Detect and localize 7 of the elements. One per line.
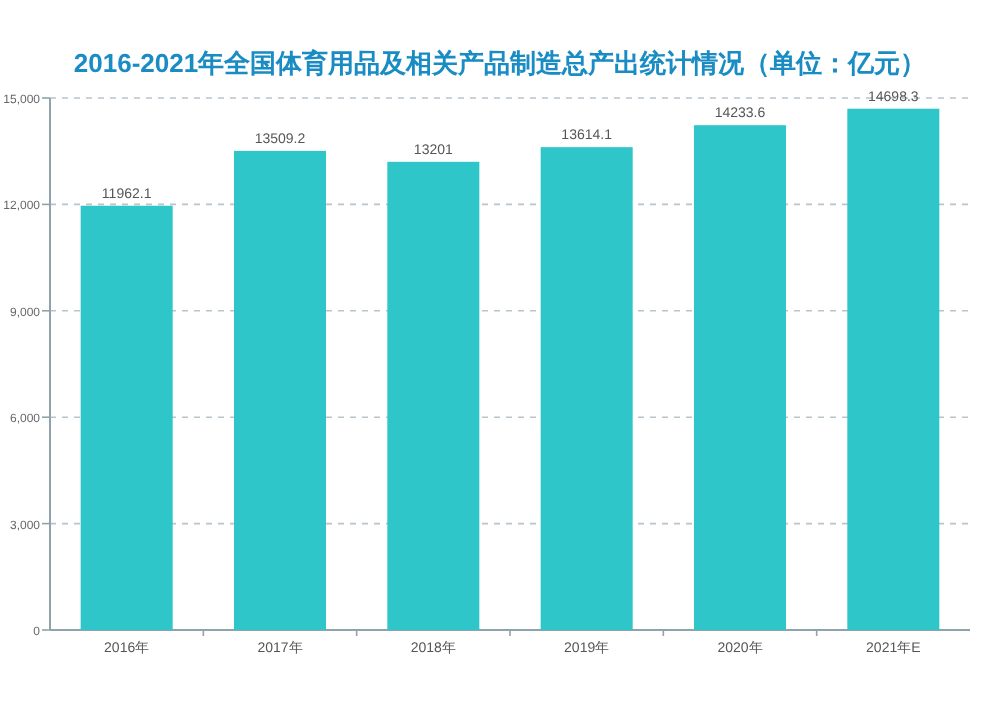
bar <box>847 108 940 630</box>
bar <box>694 125 786 630</box>
bar <box>540 147 633 630</box>
bar <box>80 205 173 630</box>
bar <box>234 150 326 630</box>
bar <box>387 161 480 630</box>
chart-title: 2016-2021年全国体育用品及相关产品制造总产出统计情况（单位：亿元） <box>73 48 927 78</box>
